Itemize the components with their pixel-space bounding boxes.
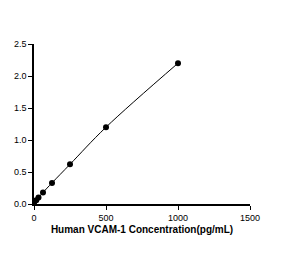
svg-text:1.5: 1.5 [14, 103, 27, 113]
svg-text:0.0: 0.0 [14, 199, 27, 209]
svg-text:0: 0 [31, 213, 36, 223]
svg-text:500: 500 [98, 213, 113, 223]
svg-text:1000: 1000 [168, 213, 188, 223]
svg-text:2.5: 2.5 [14, 39, 27, 49]
svg-text:Human VCAM-1 Concentration(pg/: Human VCAM-1 Concentration(pg/mL) [51, 224, 233, 235]
svg-text:1500: 1500 [240, 213, 260, 223]
svg-text:1.0: 1.0 [14, 135, 27, 145]
svg-text:2.0: 2.0 [14, 71, 27, 81]
svg-text:0.5: 0.5 [14, 167, 27, 177]
